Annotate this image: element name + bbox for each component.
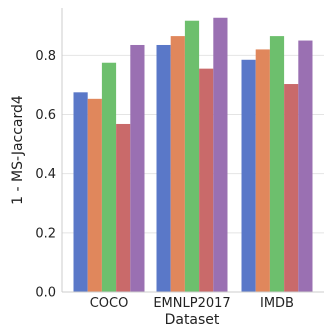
bar (255, 49, 270, 292)
x-tick-labels: COCO EMNLP2017 IMDB (90, 296, 294, 311)
bar (73, 92, 88, 292)
x-tick-label: COCO (90, 296, 129, 311)
x-tick-label: IMDB (260, 296, 294, 311)
y-tick-label: 0.2 (35, 226, 56, 241)
y-tick-labels: 0.0 0.2 0.4 0.6 0.8 (35, 49, 56, 301)
x-axis-label: Dataset (165, 312, 220, 328)
bar (87, 98, 102, 292)
bar (284, 84, 299, 292)
bar (199, 68, 214, 292)
bar (241, 59, 256, 293)
y-tick-label: 0.8 (35, 49, 56, 64)
bar (116, 123, 131, 292)
bar (156, 44, 171, 292)
bar (213, 17, 228, 292)
bar (184, 20, 200, 293)
bar (269, 36, 285, 292)
y-tick-label: 0.4 (35, 167, 56, 182)
bars (73, 17, 313, 293)
y-axis-label: 1 - MS-Jaccard4 (10, 95, 26, 205)
bar (130, 44, 145, 292)
y-tick-label: 0.0 (35, 286, 56, 301)
x-tick-label: EMNLP2017 (153, 296, 230, 311)
bar (101, 62, 117, 292)
bar (298, 40, 313, 292)
bar (170, 36, 185, 292)
y-tick-label: 0.6 (35, 108, 56, 123)
